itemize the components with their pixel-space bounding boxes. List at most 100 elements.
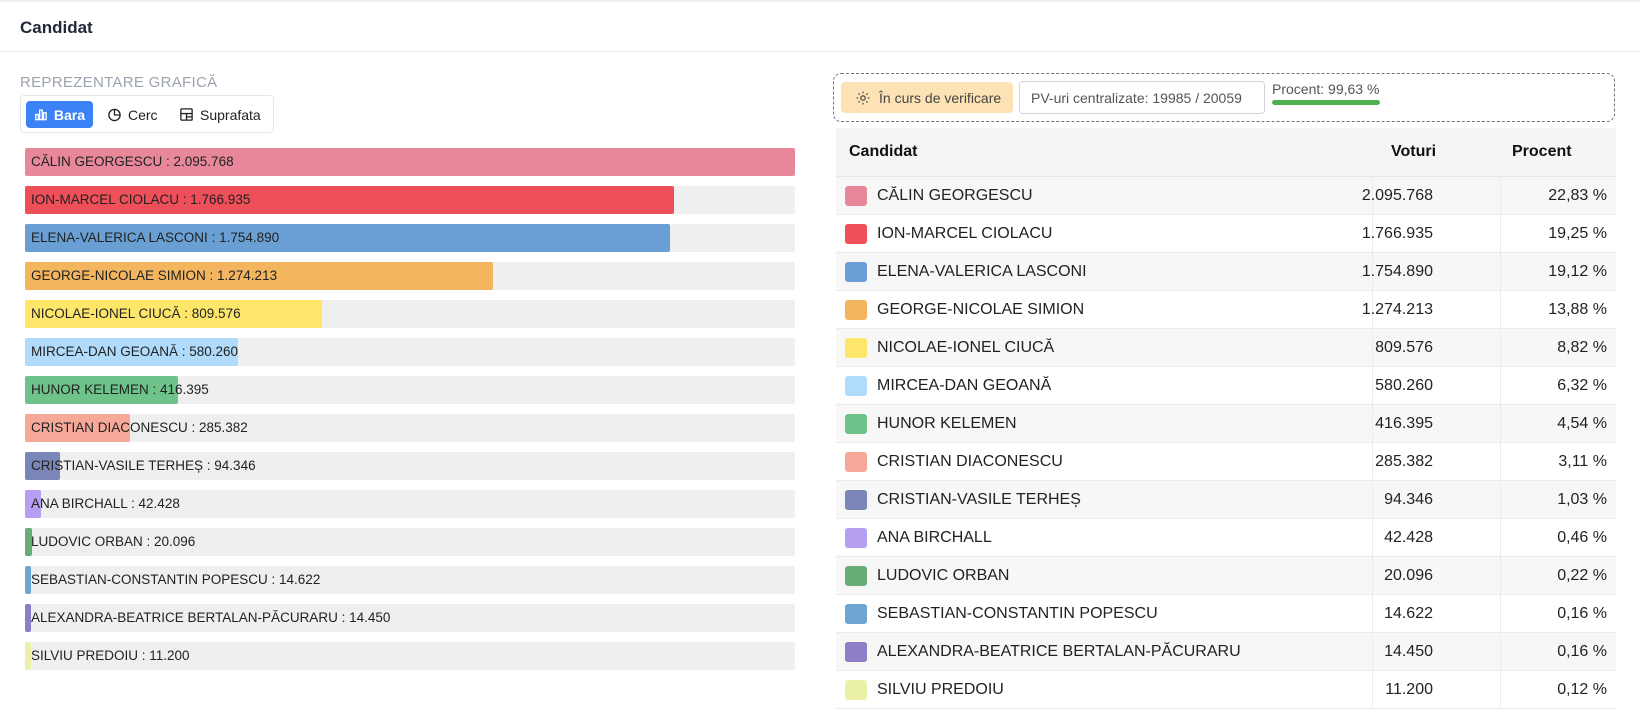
candidate-name: CRISTIAN-VASILE TERHEȘ	[877, 491, 1081, 508]
bar-row: CRISTIAN-VASILE TERHEȘ : 94.346	[25, 452, 795, 480]
percent-progress-fill	[1272, 100, 1380, 105]
bar-row: ION-MARCEL CIOLACU : 1.766.935	[25, 186, 795, 214]
candidate-name: SEBASTIAN-CONSTANTIN POPESCU	[877, 605, 1158, 622]
column-divider	[1372, 557, 1373, 594]
percent-cell: 19,25 %	[1548, 225, 1607, 242]
column-divider	[1500, 405, 1501, 442]
column-divider	[1372, 291, 1373, 328]
verification-badge: În curs de verificare	[841, 82, 1013, 113]
percent-cell: 13,88 %	[1548, 301, 1607, 318]
results-table: Candidat Voturi Procent CĂLIN GEORGESCU 2…	[836, 128, 1616, 709]
percent-cell: 0,12 %	[1557, 681, 1607, 698]
column-divider	[1372, 177, 1373, 214]
percent-cell: 0,22 %	[1557, 567, 1607, 584]
bar-label: ELENA-VALERICA LASCONI : 1.754.890	[31, 230, 280, 245]
bar[interactable]	[25, 262, 494, 290]
percent-label: Procent: 99,63 %	[1272, 81, 1380, 97]
status-panel: În curs de verificare PV-uri centralizat…	[833, 73, 1615, 122]
bar-row: ANA BIRCHALL : 42.428	[25, 490, 795, 518]
votes-cell: 1.766.935	[1361, 225, 1433, 242]
header-candidat: Candidat	[849, 143, 918, 160]
column-divider	[1372, 595, 1373, 632]
table-row: CRISTIAN DIACONESCU 285.382 3,11 %	[836, 443, 1616, 481]
bar-row: GEORGE-NICOLAE SIMION : 1.274.213	[25, 262, 795, 290]
bar-chart: CĂLIN GEORGESCU : 2.095.768 ION-MARCEL CI…	[25, 148, 795, 680]
table-row: SEBASTIAN-CONSTANTIN POPESCU 14.622 0,16 %	[836, 595, 1616, 633]
table-header: Candidat Voturi Procent	[836, 128, 1616, 177]
bar-label: GEORGE-NICOLAE SIMION : 1.274.213	[31, 268, 278, 283]
tab-cerc-label: Cerc	[128, 106, 158, 123]
bar[interactable]	[25, 528, 33, 556]
bar-label: ION-MARCEL CIOLACU : 1.766.935	[31, 192, 251, 207]
bar[interactable]	[25, 300, 323, 328]
column-divider	[1372, 329, 1373, 366]
column-divider	[1372, 671, 1373, 708]
candidate-name: HUNOR KELEMEN	[877, 415, 1017, 432]
votes-cell: 42.428	[1384, 529, 1433, 546]
votes-cell: 14.622	[1384, 605, 1433, 622]
table-row: HUNOR KELEMEN 416.395 4,54 %	[836, 405, 1616, 443]
bar-label: CRISTIAN-VASILE TERHEȘ : 94.346	[31, 458, 256, 473]
column-divider	[1500, 367, 1501, 404]
bar-label: MIRCEA-DAN GEOANĂ : 580.260	[31, 344, 239, 359]
table-body: CĂLIN GEORGESCU 2.095.768 22,83 % ION-MARCE…	[836, 177, 1616, 709]
percent-cell: 6,32 %	[1557, 377, 1607, 394]
candidate-name: ION-MARCEL CIOLACU	[877, 225, 1053, 242]
table-row: GEORGE-NICOLAE SIMION 1.274.213 13,88 %	[836, 291, 1616, 329]
candidate-name: ELENA-VALERICA LASCONI	[877, 263, 1087, 280]
tab-suprafata[interactable]: Suprafata	[171, 101, 271, 128]
tab-bara-label: Bara	[53, 106, 85, 123]
pie-chart-icon	[108, 108, 121, 122]
bar-row: CRISTIAN DIACONESCU : 285.382	[25, 414, 795, 442]
table-row: ALEXANDRA-BEATRICE BERTALAN-PĂCURARU 14.4…	[836, 633, 1616, 671]
column-divider	[1372, 443, 1373, 480]
card-header: Candidat	[0, 0, 1640, 52]
chart-type-switcher: Bara Cerc Suprafata	[20, 95, 274, 133]
bar[interactable]	[25, 224, 670, 252]
bar-label: SILVIU PREDOIU : 11.200	[31, 648, 190, 663]
tab-bara[interactable]: Bara	[26, 101, 93, 128]
bar-row: NICOLAE-IONEL CIUCĂ : 809.576	[25, 300, 795, 328]
bar-row: SEBASTIAN-CONSTANTIN POPESCU : 14.622	[25, 566, 795, 594]
percent-cell: 8,82 %	[1557, 339, 1607, 356]
candidate-name: MIRCEA-DAN GEOANĂ	[877, 377, 1052, 394]
percent-cell: 0,46 %	[1557, 529, 1607, 546]
table-row: CĂLIN GEORGESCU 2.095.768 22,83 %	[836, 177, 1616, 215]
bar[interactable]	[25, 376, 178, 404]
column-divider	[1500, 481, 1501, 518]
table-row: SILVIU PREDOIU 11.200 0,12 %	[836, 671, 1616, 709]
bar[interactable]	[25, 642, 31, 670]
table-row: NICOLAE-IONEL CIUCĂ 809.576 8,82 %	[836, 329, 1616, 367]
candidate-name: ANA BIRCHALL	[877, 529, 992, 546]
bar-label: ANA BIRCHALL : 42.428	[31, 496, 180, 511]
color-swatch	[845, 452, 867, 472]
votes-cell: 1.274.213	[1361, 301, 1433, 318]
column-divider	[1372, 633, 1373, 670]
gear-icon	[856, 91, 870, 104]
bar-row: SILVIU PREDOIU : 11.200	[25, 642, 795, 670]
column-divider	[1500, 215, 1501, 252]
bar-label: CRISTIAN DIACONESCU : 285.382	[31, 420, 248, 435]
color-swatch	[845, 680, 867, 700]
header-procent: Procent	[1512, 143, 1572, 160]
bar[interactable]	[25, 414, 130, 442]
column-divider	[1372, 481, 1373, 518]
percent-cell: 19,12 %	[1548, 263, 1607, 280]
votes-cell: 94.346	[1384, 491, 1433, 508]
bar[interactable]	[25, 338, 239, 366]
bar[interactable]	[25, 148, 795, 176]
bar-chart-icon	[35, 109, 47, 121]
tab-cerc[interactable]: Cerc	[99, 101, 171, 128]
percent-progress-track	[1272, 100, 1380, 105]
column-divider	[1500, 519, 1501, 556]
bar[interactable]	[25, 452, 60, 480]
votes-cell: 20.096	[1384, 567, 1433, 584]
bar[interactable]	[25, 604, 31, 632]
column-divider	[1500, 253, 1501, 290]
votes-cell: 285.382	[1375, 453, 1433, 470]
bar[interactable]	[25, 566, 31, 594]
bar[interactable]	[25, 490, 41, 518]
color-swatch	[845, 604, 867, 624]
bar[interactable]	[25, 186, 675, 214]
percent-cell: 22,83 %	[1548, 187, 1607, 204]
